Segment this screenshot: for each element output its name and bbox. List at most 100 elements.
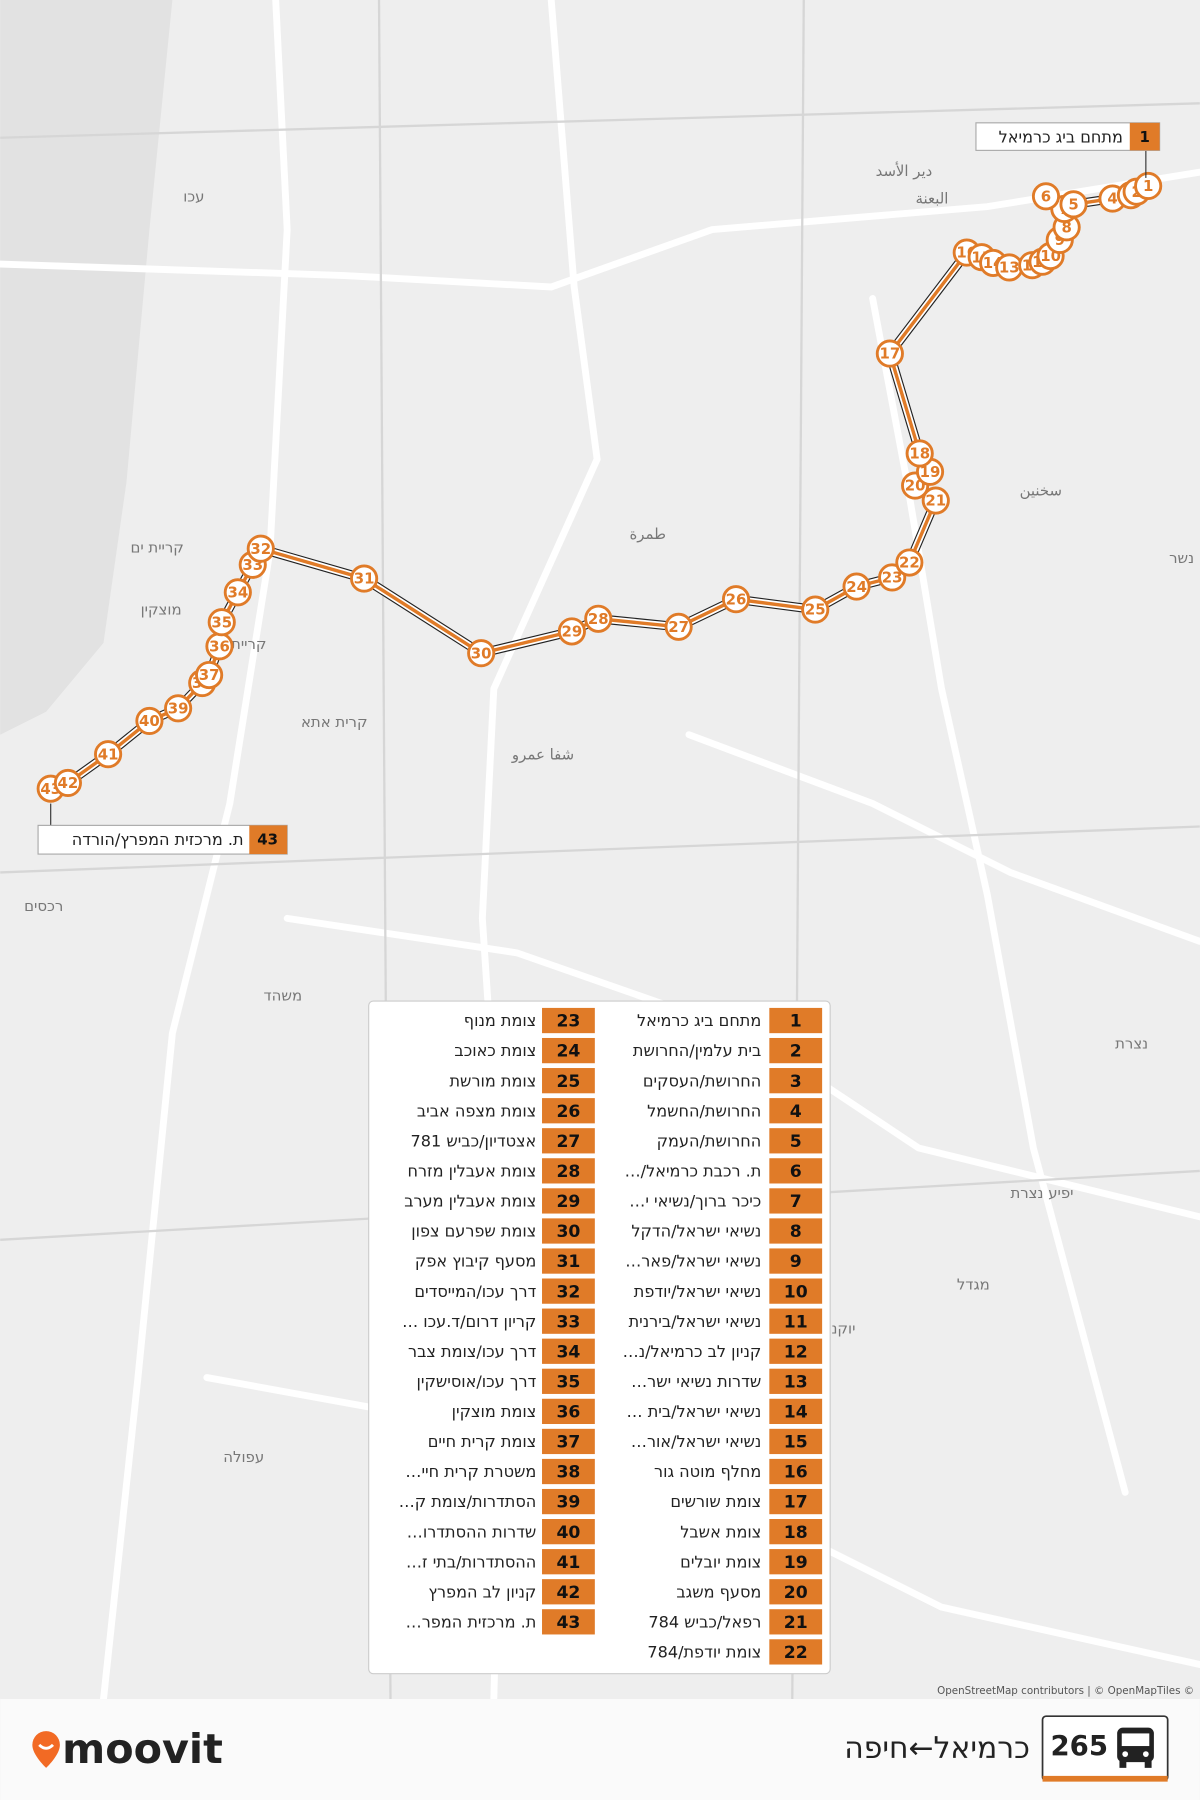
stop-badge xyxy=(542,1308,595,1334)
stop-number: 37 xyxy=(556,1433,580,1453)
stop-circle xyxy=(135,706,164,735)
route-number: 265 xyxy=(1051,1730,1109,1762)
stop-number: 9 xyxy=(790,1252,802,1272)
place-label: دير الأسد xyxy=(876,161,933,180)
stop-marker: 31 xyxy=(350,564,379,593)
stop-number: 18 xyxy=(784,1523,808,1543)
stop-badge xyxy=(542,1609,595,1635)
stop-circle xyxy=(467,639,496,668)
stop-number: 17 xyxy=(784,1493,808,1513)
stop-row: 24 צומת כאוכב xyxy=(454,1037,595,1064)
stop-circle xyxy=(94,740,123,769)
place-label: קריית ים xyxy=(130,539,183,557)
stop-marker: 42 xyxy=(53,768,82,797)
stop-marker-number: 39 xyxy=(168,699,189,717)
stop-marker-number: 4 xyxy=(1107,190,1117,208)
stop-marker: 39 xyxy=(164,694,193,723)
stop-circle xyxy=(895,548,924,577)
stop-name: צומת כאוכב xyxy=(454,1041,536,1060)
stop-badge xyxy=(542,1488,595,1515)
stop-number: 20 xyxy=(784,1583,808,1603)
stop-number: 13 xyxy=(784,1372,808,1392)
stop-name: קניון לב כרמיאל/נ… xyxy=(623,1342,762,1361)
stop-row: 31 מסעף קיבוץ אפק xyxy=(415,1248,595,1274)
stop-row: 39 הסתדרות/צומת ק… xyxy=(399,1488,595,1515)
stop-marker: 26 xyxy=(721,585,751,614)
stop-badge xyxy=(769,1458,823,1485)
stop-circle xyxy=(842,572,871,601)
stop-marker: 6 xyxy=(1031,182,1061,211)
stop-row: 3 החרושת/העסקים xyxy=(643,1068,823,1094)
stop-marker: 22 xyxy=(895,548,924,577)
stop-marker: 13 xyxy=(995,253,1024,282)
stop-name: צומת שורשים xyxy=(670,1492,761,1511)
stop-marker: 36 xyxy=(205,632,234,661)
stop-row: 28 צומת אעבלין מזרח xyxy=(407,1158,595,1184)
stop-name: צומת מנוף xyxy=(464,1011,536,1030)
stop-row: 40 שדרות ההסתדרו… xyxy=(407,1519,595,1545)
stop-marker: 1 xyxy=(1134,171,1163,201)
stop-circle xyxy=(53,768,82,797)
place-label: רכסים xyxy=(24,897,63,915)
stop-marker-number: 13 xyxy=(999,259,1020,277)
stop-marker-number: 6 xyxy=(1041,187,1051,205)
stop-number: 15 xyxy=(784,1433,808,1453)
stop-marker-number: 1 xyxy=(1143,177,1153,195)
place-label: سخنين xyxy=(1020,481,1062,499)
place-label: מגדל xyxy=(957,1276,990,1294)
stop-name: דרך עכו/צומת צבר xyxy=(408,1342,536,1361)
stop-name: כיכר ברוך/נשיאי י… xyxy=(629,1192,761,1211)
stop-list: 1 מתחם ביג כרמיאל 2 בית עלמין/החרושת 3 החרושת… xyxy=(399,1007,823,1665)
stop-number: 30 xyxy=(556,1222,580,1242)
stop-row: 42 קניון לב המפרץ xyxy=(428,1579,595,1605)
stop-row: 43 ת. מרכזית המפר… xyxy=(406,1609,595,1635)
stop-name: נשיאי ישראל/יודפת xyxy=(634,1282,761,1301)
stop-name: מסעף משגב xyxy=(676,1582,761,1601)
stop-number: 40 xyxy=(556,1523,580,1543)
stop-marker-number: 18 xyxy=(909,445,930,463)
place-label: شفا عمرو xyxy=(511,745,574,763)
place-label: קרית אתא xyxy=(301,713,368,731)
stop-number: 28 xyxy=(556,1162,580,1182)
stop-row: 36 צומת מוצקין xyxy=(452,1398,595,1425)
stop-marker-number: 41 xyxy=(98,745,119,763)
stop-badge xyxy=(542,1458,595,1485)
stop-name: צומת מוצקין xyxy=(452,1402,537,1421)
stop-row: 37 צומת קרית חיים xyxy=(428,1428,595,1455)
stop-badge xyxy=(542,1278,595,1304)
stop-badge xyxy=(542,1098,595,1124)
stop-marker-number: 36 xyxy=(209,637,230,655)
place-label: קריית xyxy=(231,635,266,653)
place-label: משהד xyxy=(264,986,303,1004)
stop-badge xyxy=(769,1428,823,1455)
stop-badge xyxy=(769,1368,823,1394)
stop-marker-number: 29 xyxy=(562,623,583,641)
stop-name: צומת יובלים xyxy=(680,1552,761,1571)
stop-circle xyxy=(223,578,252,607)
place-label: עכו xyxy=(183,187,204,205)
stop-row: 2 בית עלמין/החרושת xyxy=(633,1037,823,1064)
stop-number: 16 xyxy=(784,1463,808,1483)
stop-number: 8 xyxy=(790,1222,802,1242)
stop-badge xyxy=(769,1398,823,1425)
stop-badge xyxy=(542,1368,595,1394)
stop-number: 14 xyxy=(784,1403,808,1423)
stop-marker-number: 34 xyxy=(227,583,248,601)
stop-circle xyxy=(1134,171,1163,201)
stop-row: 35 דרך עכו/אוסישקין xyxy=(417,1368,595,1394)
stop-number: 7 xyxy=(790,1192,802,1212)
stop-circle xyxy=(905,439,934,468)
stop-circle xyxy=(207,608,236,637)
brand-logo: moovit xyxy=(32,1725,223,1773)
stop-circle xyxy=(721,585,751,614)
brand-name: moovit xyxy=(62,1725,223,1773)
callout-box xyxy=(975,122,1161,151)
stop-name: אצטדיון/כביש 781 xyxy=(411,1131,537,1150)
stop-name: צומת אעבלין מזרח xyxy=(407,1162,536,1181)
stop-number: 33 xyxy=(556,1312,580,1332)
stop-name: צומת שפרעם צפון xyxy=(411,1222,536,1241)
stop-badge xyxy=(769,1218,823,1244)
stop-number: 43 xyxy=(556,1613,580,1633)
stop-row: 10 נשיאי ישראל/יודפת xyxy=(634,1278,823,1304)
stop-circle xyxy=(246,534,275,563)
